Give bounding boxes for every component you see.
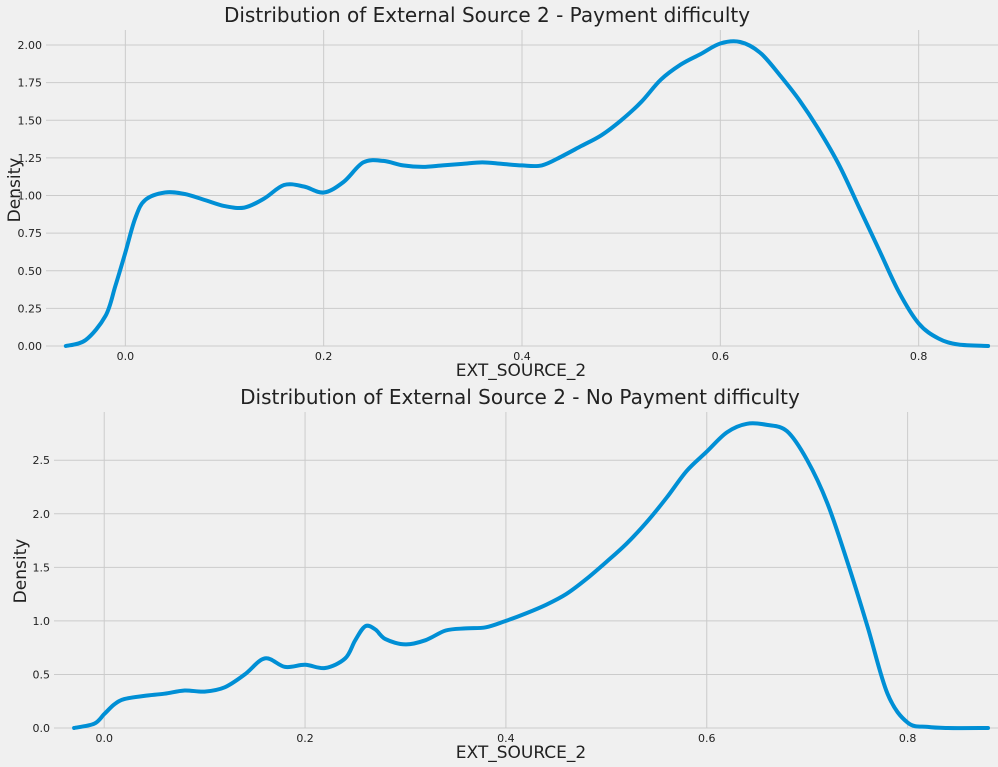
- x-ticks: 0.0 0.2 0.4 0.6 0.8: [117, 350, 928, 363]
- chart-title: Distribution of External Source 2 - No P…: [240, 385, 800, 409]
- y-tick-label: 0.5: [33, 668, 51, 681]
- x-tick-label: 0.6: [698, 732, 716, 745]
- y-tick-label: 1.00: [18, 190, 43, 203]
- y-tick-label: 2.0: [33, 508, 51, 521]
- x-tick-label: 0.8: [910, 350, 928, 363]
- x-tick-label: 0.2: [296, 732, 314, 745]
- grid: [46, 30, 998, 347]
- y-tick-label: 1.25: [18, 152, 43, 165]
- y-ticks: 0.0 0.5 1.0 1.5 2.0 2.5: [33, 454, 51, 735]
- x-ticks: 0.0 0.2 0.4 0.6 0.8: [95, 732, 916, 745]
- x-tick-label: 0.8: [899, 732, 917, 745]
- y-tick-label: 1.0: [33, 615, 51, 628]
- subplot-payment-difficulty: Distribution of External Source 2 - Paym…: [5, 3, 998, 381]
- y-tick-label: 0.0: [33, 722, 51, 735]
- y-ticks: 0.00 0.25 0.50 0.75 1.00 1.25 1.50 1.75 2.00: [18, 39, 43, 353]
- x-tick-label: 0.0: [95, 732, 113, 745]
- y-tick-label: 0.75: [18, 227, 43, 240]
- density-curve: [72, 421, 990, 731]
- y-tick-label: 2.00: [18, 39, 43, 52]
- x-tick-label: 0.6: [712, 350, 730, 363]
- chart-title: Distribution of External Source 2 - Paym…: [224, 3, 750, 27]
- x-axis-label: EXT_SOURCE_2: [456, 361, 586, 381]
- y-tick-label: 1.50: [18, 114, 43, 127]
- x-tick-label: 0.4: [497, 732, 515, 745]
- y-tick-label: 0.25: [18, 302, 43, 315]
- y-axis-label: Density: [11, 539, 31, 604]
- y-tick-label: 1.5: [33, 561, 51, 574]
- y-tick-label: 1.75: [18, 77, 43, 90]
- y-tick-label: 2.5: [33, 454, 51, 467]
- grid: [54, 412, 998, 729]
- y-axis-label: Density: [5, 158, 25, 223]
- y-tick-label: 0.00: [18, 340, 43, 353]
- x-axis-label: EXT_SOURCE_2: [456, 743, 586, 763]
- x-tick-label: 0.2: [315, 350, 333, 363]
- density-curve: [63, 39, 991, 348]
- x-tick-label: 0.0: [117, 350, 135, 363]
- x-tick-label: 0.4: [513, 350, 531, 363]
- y-tick-label: 0.50: [18, 265, 43, 278]
- subplot-no-payment-difficulty: Distribution of External Source 2 - No P…: [11, 385, 998, 763]
